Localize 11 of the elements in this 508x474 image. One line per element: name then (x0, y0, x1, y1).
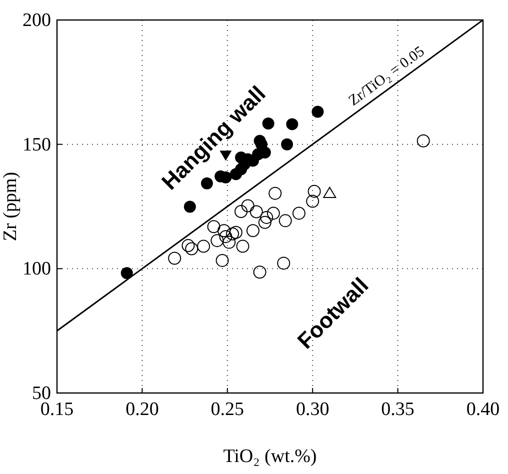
x-tick-label: 0.35 (381, 399, 414, 420)
x-tick-label: 0.15 (40, 399, 74, 420)
x-axis-title: TiO₂ (wt.%) (223, 446, 317, 467)
x-tick-label: 0.20 (126, 399, 159, 420)
y-tick-label: 150 (22, 134, 51, 156)
x-tick-label: 0.40 (466, 399, 500, 420)
y-tick-label: 100 (22, 258, 51, 280)
y-axis-title: Zr (ppm) (0, 172, 21, 242)
x-tick-label: 0.30 (296, 399, 330, 420)
x-tick-label: 0.25 (210, 399, 244, 420)
y-tick-label: 200 (22, 10, 51, 31)
